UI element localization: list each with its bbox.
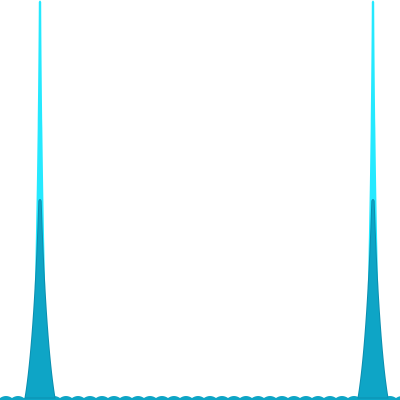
inner-peak-2 xyxy=(357,199,389,399)
inner-peak-1 xyxy=(24,199,56,399)
outer-series xyxy=(31,0,382,398)
baseline-ripple xyxy=(0,396,400,400)
inner-series xyxy=(0,199,400,400)
